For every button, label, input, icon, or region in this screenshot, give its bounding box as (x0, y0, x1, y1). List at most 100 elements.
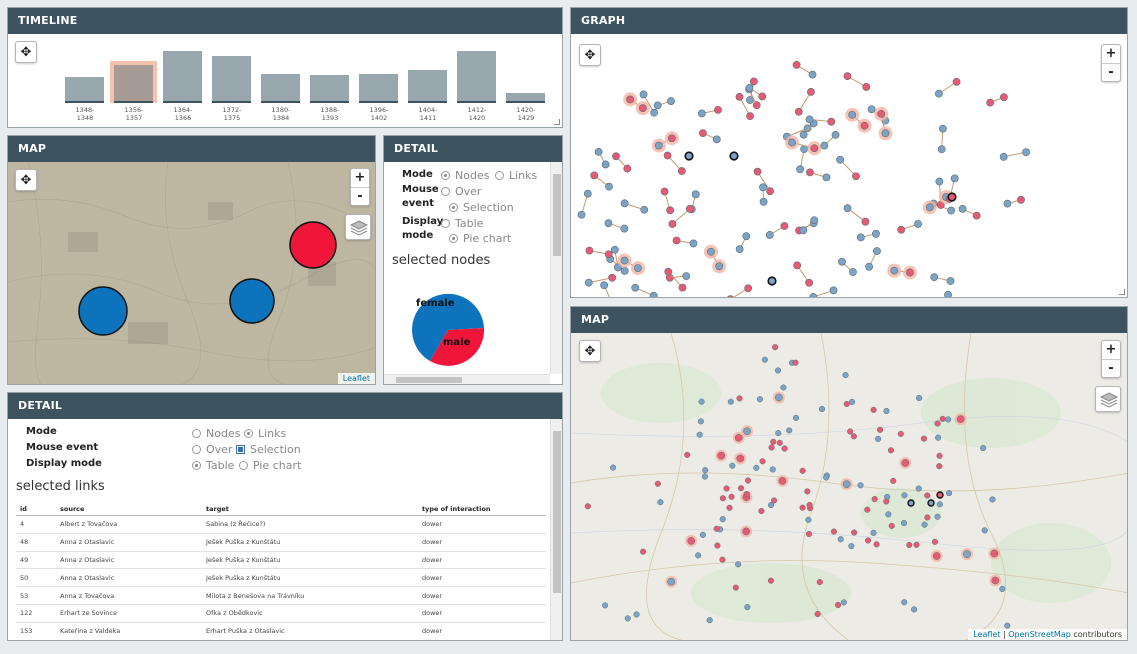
column-header-target[interactable]: target (202, 503, 418, 516)
pie-slice-female (412, 293, 484, 361)
map-node (734, 433, 743, 442)
move-icon[interactable]: ✥ (15, 41, 37, 63)
move-icon[interactable]: ✥ (15, 169, 37, 191)
vertical-scrollbar[interactable] (550, 162, 562, 374)
graph-node (601, 160, 610, 169)
timeline-bar[interactable] (359, 74, 398, 103)
graph-node (794, 107, 803, 116)
graph-node (577, 210, 586, 219)
table-row[interactable]: 4 Albert z Tovačova Sabina (z Řečice?) dowe… (16, 515, 546, 534)
table-row[interactable]: 50 Anna z Otaslavic Ješek Puška z Kunštátu… (16, 568, 546, 588)
graph-node (820, 141, 829, 150)
osm-link[interactable]: OpenStreetMap (1008, 630, 1071, 639)
graph-node (746, 112, 754, 121)
timeline-bar[interactable] (212, 56, 251, 103)
map-node (842, 480, 851, 488)
column-header-id[interactable]: id (16, 503, 56, 516)
table-row[interactable]: 153 Kateřina z Valdeka Erhart Puška z Otas… (16, 622, 546, 640)
graph-node (914, 220, 922, 228)
table-row[interactable]: 53 Anna z Tovačova Milota z Benešova na Tr… (16, 586, 546, 605)
display-table-radio[interactable]: Table (441, 217, 483, 230)
map-node (864, 537, 872, 544)
table-row[interactable]: 49 Anna z Otaslavic Ješek Puška z Kunštátu… (16, 551, 546, 570)
zoom-in-button[interactable]: + (354, 170, 366, 185)
selected-links-title: selected links (16, 479, 105, 494)
graph-node (849, 268, 857, 276)
mouse-over-radio[interactable]: Over (441, 185, 481, 198)
mode-links-radio[interactable]: Links (495, 169, 537, 182)
zoom-out-button[interactable]: - (351, 187, 369, 205)
display-table-radio[interactable]: Table (192, 459, 234, 472)
zoom-control: + - (1101, 340, 1121, 378)
graph-node (862, 83, 871, 91)
timeline-bar[interactable] (65, 77, 104, 103)
horizontal-scrollbar[interactable] (384, 374, 550, 384)
resize-handle[interactable] (554, 119, 560, 125)
graph-node (600, 281, 609, 290)
timeline-bar[interactable] (506, 93, 545, 103)
resize-handle[interactable] (1119, 289, 1125, 295)
map-node (936, 463, 943, 470)
graph-node (649, 291, 658, 297)
map-node (924, 514, 931, 521)
map-node (742, 527, 750, 536)
map-canvas[interactable]: ✥ + - Leaflet | OpenStreetMap contributo… (571, 333, 1127, 640)
table-cell: 49 (16, 551, 56, 570)
timeline-bar[interactable] (457, 51, 496, 103)
layers-icon[interactable] (1095, 386, 1121, 412)
display-pie-radio[interactable]: Pie chart (449, 232, 511, 245)
mode-nodes-radio[interactable]: Nodes (192, 427, 240, 440)
zoom-out-button[interactable]: - (1102, 63, 1120, 81)
graph-node (663, 151, 672, 160)
table-row[interactable]: 122 Erhart ze Sovince Ofka z Obědkovic dowe… (16, 604, 546, 623)
layers-icon[interactable] (345, 214, 371, 240)
mode-nodes-radio[interactable]: Nodes (441, 169, 489, 182)
map-node (726, 504, 733, 511)
timeline-bar[interactable] (163, 51, 202, 103)
graph-node-selected (947, 192, 957, 202)
graph-canvas[interactable]: ✥ + - (571, 34, 1127, 297)
map-node (759, 458, 766, 465)
map-canvas[interactable]: ✥ + - Leaflet (8, 162, 375, 384)
column-header-source[interactable]: source (56, 503, 202, 516)
move-icon[interactable]: ✥ (579, 44, 601, 66)
graph-node (805, 278, 813, 287)
graph-node (843, 204, 852, 213)
timeline-bar[interactable] (408, 70, 447, 103)
graph-node (667, 97, 675, 105)
timeline-bar-label: 1388- 1393 (320, 106, 340, 122)
timeline-bar[interactable] (261, 74, 300, 103)
leaflet-link[interactable]: Leaflet (973, 630, 1001, 639)
zoom-in-button[interactable]: + (1105, 46, 1117, 61)
map-node (767, 501, 775, 509)
graph-network[interactable] (571, 34, 1127, 297)
graph-node (672, 236, 681, 245)
timeline-bar[interactable] (310, 75, 349, 103)
mouse-selection-radio[interactable]: Selection (449, 201, 514, 214)
graph-node (890, 266, 899, 275)
zoom-out-button[interactable]: - (1102, 359, 1120, 377)
map-node (843, 400, 850, 408)
timeline-bar[interactable] (114, 65, 153, 103)
map-node (684, 451, 691, 458)
graph-node (590, 171, 599, 180)
mode-links-radio[interactable]: Links (244, 427, 286, 440)
graph-node (1017, 195, 1025, 204)
graph-node (805, 115, 814, 124)
table-row[interactable]: 48 Anna z Otaslavic Ješek Puška z Kunštátu… (16, 533, 546, 552)
display-pie-radio[interactable]: Pie chart (239, 459, 301, 472)
map-node (851, 529, 858, 536)
zoom-control: + - (350, 168, 370, 206)
map-node (883, 498, 890, 505)
zoom-control: + - (1101, 44, 1121, 82)
graph-node (749, 77, 758, 86)
graph-node (829, 286, 838, 295)
mouse-selection-checkbox[interactable]: Selection (236, 443, 301, 456)
column-header-type[interactable]: type of interaction (418, 503, 546, 516)
mouse-over-radio[interactable]: Over (192, 443, 232, 456)
map-node (870, 529, 877, 536)
move-icon[interactable]: ✥ (579, 340, 601, 362)
zoom-in-button[interactable]: + (1105, 342, 1117, 357)
map-attribution[interactable]: Leaflet (337, 373, 375, 384)
vertical-scrollbar[interactable] (550, 419, 562, 640)
